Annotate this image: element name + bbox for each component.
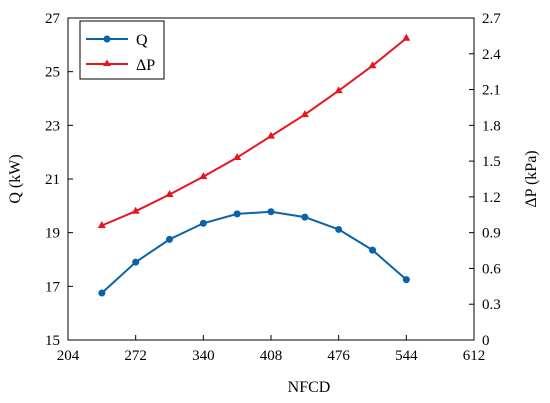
y-axis-left-label: Q (kW) (7, 154, 24, 203)
series-q-point (335, 225, 343, 233)
series-q-point (301, 213, 309, 221)
series-dp-point (199, 172, 208, 180)
y-right-tick-label: 1.8 (482, 118, 501, 134)
x-tick-label: 204 (57, 348, 80, 364)
series-q-point (132, 258, 140, 266)
x-tick-label: 340 (192, 348, 215, 364)
series-dp-point (300, 110, 309, 118)
ticks: 204 272 340 408 476 544 612 15 17 19 21 23 25 27 0 0.3 0… (45, 11, 501, 364)
series-dp-point (402, 33, 411, 41)
y-right-tick-label: 2.7 (482, 11, 501, 27)
legend: Q ΔP (79, 20, 165, 80)
series-dp-point (131, 206, 140, 214)
y-left-tick-label: 23 (45, 118, 60, 134)
series-q-point (402, 276, 410, 284)
series-q-point (267, 208, 275, 216)
legend-dp-marker (103, 59, 111, 66)
y-left-tick-label: 25 (45, 65, 60, 81)
legend-q-label: Q (136, 32, 148, 49)
y-left-tick-label: 27 (45, 11, 61, 27)
series-q-line (101, 210, 407, 294)
x-tick-label: 612 (463, 348, 486, 364)
series-dp-line (101, 37, 407, 227)
y-right-tick-label: 1.2 (482, 190, 501, 206)
y-left-tick-label: 19 (45, 226, 60, 242)
series-q-point (369, 246, 376, 254)
y-right-tick-label: 0.9 (482, 226, 501, 242)
series-dp-point (233, 153, 242, 161)
legend-item-dp: ΔP (86, 57, 155, 74)
series-layer (97, 33, 411, 297)
y-left-tick-label: 15 (45, 333, 60, 349)
y-right-tick-label: 0.3 (482, 297, 501, 313)
series-q-point (98, 289, 106, 297)
y-right-tick-label: 0 (482, 333, 490, 349)
y-axis-right-label: ΔP (kPa) (523, 150, 540, 207)
y-left-tick-label: 17 (45, 279, 61, 295)
x-axis-label: NFCD (288, 379, 331, 396)
series-dp-point (97, 221, 106, 229)
legend-dp-label: ΔP (136, 57, 155, 74)
series-q-point (233, 210, 241, 218)
series-q-point (166, 235, 173, 243)
y-right-tick-label: 2.4 (482, 47, 501, 63)
x-tick-label: 408 (260, 348, 283, 364)
y-right-tick-label: 2.1 (482, 83, 501, 99)
series-dp-point (165, 190, 174, 198)
series-dp-point (334, 86, 343, 94)
legend-item-q: Q (86, 32, 148, 49)
series-dp-point (368, 61, 377, 69)
series-q-point (199, 219, 207, 227)
legend-q-marker (103, 35, 111, 43)
x-tick-label: 476 (327, 348, 350, 364)
x-tick-label: 272 (124, 348, 147, 364)
legend-box (79, 20, 165, 80)
series-dp-point (267, 131, 275, 139)
x-tick-label: 544 (395, 348, 418, 364)
y-left-tick-label: 21 (45, 172, 60, 188)
y-right-tick-label: 1.5 (482, 154, 501, 170)
y-right-tick-label: 0.6 (482, 261, 501, 277)
